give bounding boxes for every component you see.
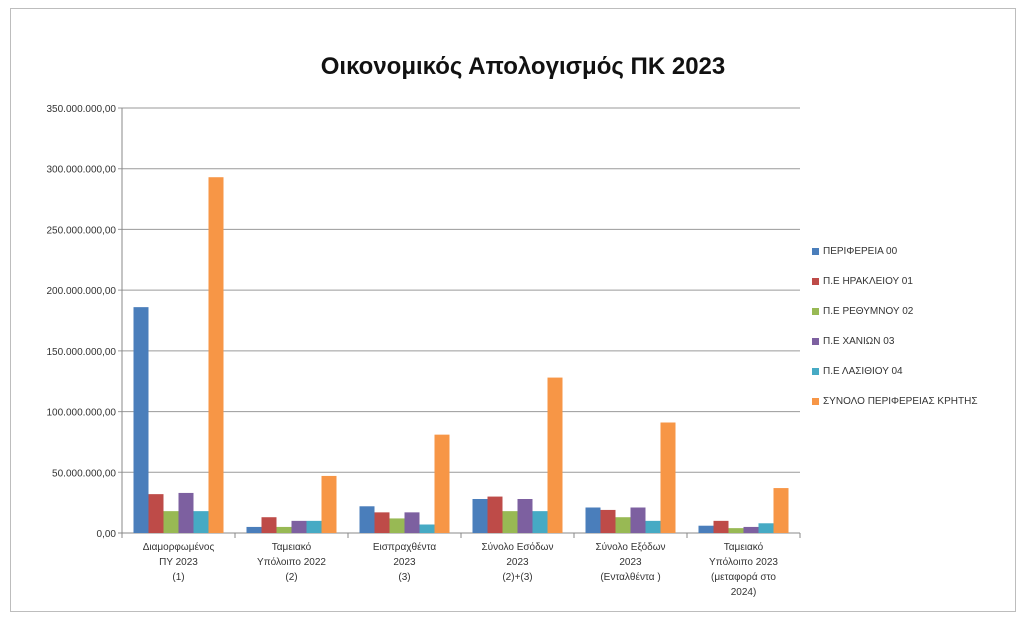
- bar: [502, 511, 518, 533]
- x-tick-label: Υπόλοιπο 2023: [709, 556, 778, 568]
- bar: [359, 506, 375, 533]
- x-tick-label: Σύνολο Εσόδων: [482, 541, 554, 553]
- legend-item: Π.Ε ΡΕΘΥΜΝΟΥ 02: [812, 296, 978, 326]
- bar: [713, 520, 729, 533]
- legend-swatch: [812, 397, 819, 405]
- y-tick-label: 250.000.000,00: [46, 225, 116, 236]
- x-tick-label: 2023: [393, 557, 416, 568]
- legend-swatch: [812, 307, 819, 315]
- legend-item: Π.Ε ΛΑΣΙΘΙΟΥ 04: [812, 356, 978, 386]
- bar: [374, 512, 390, 533]
- x-tick-label: 2023: [506, 557, 529, 568]
- y-tick-label: 350.000.000,00: [46, 104, 116, 115]
- x-tick-label: (1): [172, 572, 184, 583]
- legend-label: Π.Ε ΗΡΑΚΛΕΙΟΥ 01: [823, 275, 913, 287]
- y-tick-label: 200.000.000,00: [46, 286, 116, 297]
- x-tick-label: Ταμειακό: [272, 541, 312, 553]
- bar: [178, 492, 194, 533]
- x-tick-label: Εισπραχθέντα: [373, 541, 437, 553]
- bar: [148, 494, 164, 533]
- bar: [163, 511, 179, 533]
- bar: [133, 307, 149, 533]
- chart-legend: ΠΕΡΙΦΕΡΕΙΑ 00 Π.Ε ΗΡΑΚΛΕΙΟΥ 01 Π.Ε ΡΕΘΥΜΝΟ…: [812, 236, 978, 416]
- legend-swatch: [812, 337, 819, 345]
- x-tick-label: (Ενταλθέντα ): [600, 571, 660, 583]
- bar: [472, 499, 488, 533]
- bar: [276, 526, 292, 533]
- x-tick-label: (2)+(3): [502, 572, 532, 583]
- bar: [261, 517, 277, 533]
- x-tick-label: Διαμορφωμένος: [143, 541, 215, 553]
- legend-label: ΣΥΝΟΛΟ ΠΕΡΙΦΕΡΕΙΑΣ ΚΡΗΤΗΣ: [823, 395, 978, 407]
- legend-swatch: [812, 247, 819, 255]
- bar: [773, 488, 789, 533]
- x-tick-label: Υπόλοιπο 2022: [257, 556, 326, 568]
- legend-item: Π.Ε ΗΡΑΚΛΕΙΟΥ 01: [812, 266, 978, 296]
- bar: [758, 523, 774, 533]
- legend-swatch: [812, 277, 819, 285]
- bar: [434, 434, 450, 533]
- x-tick-label: (μεταφορά στο: [711, 571, 776, 583]
- y-tick-label: 0,00: [97, 529, 117, 540]
- legend-label: ΠΕΡΙΦΕΡΕΙΑ 00: [823, 245, 898, 257]
- x-tick-label: Σύνολο Εξόδων: [595, 541, 665, 553]
- x-tick-label: Ταμειακό: [724, 541, 764, 553]
- legend-item: ΠΕΡΙΦΕΡΕΙΑ 00: [812, 236, 978, 266]
- legend-label: Π.Ε ΧΑΝΙΩΝ 03: [823, 335, 895, 347]
- bar: [246, 526, 262, 533]
- chart-title: Οικονομικός Απολογισμός ΠΚ 2023: [320, 53, 726, 80]
- legend-label: Π.Ε ΛΑΣΙΘΙΟΥ 04: [823, 365, 903, 377]
- x-tick-label: (2): [285, 572, 297, 583]
- bar: [585, 507, 601, 533]
- y-tick-label: 50.000.000,00: [52, 468, 116, 479]
- x-tick-label: 2023: [619, 557, 642, 568]
- legend-item: ΣΥΝΟΛΟ ΠΕΡΙΦΕΡΕΙΑΣ ΚΡΗΤΗΣ: [812, 386, 978, 416]
- y-tick-label: 150.000.000,00: [46, 347, 116, 358]
- bar: [630, 507, 646, 533]
- bar: [404, 512, 420, 533]
- x-tick-label: (3): [398, 572, 410, 583]
- y-tick-label: 100.000.000,00: [46, 408, 116, 419]
- bar: [291, 520, 307, 533]
- bar: [645, 520, 661, 533]
- bar: [532, 511, 548, 533]
- bar: [698, 525, 714, 533]
- x-tick-label: ΠΥ 2023: [159, 557, 198, 568]
- legend-swatch: [812, 367, 819, 375]
- bar: [306, 520, 322, 533]
- bar: [517, 499, 533, 533]
- bar: [728, 528, 744, 533]
- bar: [660, 422, 676, 533]
- y-tick-label: 300.000.000,00: [46, 165, 116, 176]
- bar: [600, 509, 616, 533]
- legend-item: Π.Ε ΧΑΝΙΩΝ 03: [812, 326, 978, 356]
- bar: [743, 526, 759, 533]
- bar: [321, 475, 337, 533]
- bar: [615, 517, 631, 533]
- bar: [208, 177, 224, 533]
- legend-label: Π.Ε ΡΕΘΥΜΝΟΥ 02: [823, 305, 914, 317]
- bar: [419, 524, 435, 533]
- bar: [487, 496, 503, 533]
- x-tick-label: 2024): [731, 587, 757, 598]
- bar: [547, 377, 563, 533]
- bar: [389, 518, 405, 533]
- bar: [193, 511, 209, 533]
